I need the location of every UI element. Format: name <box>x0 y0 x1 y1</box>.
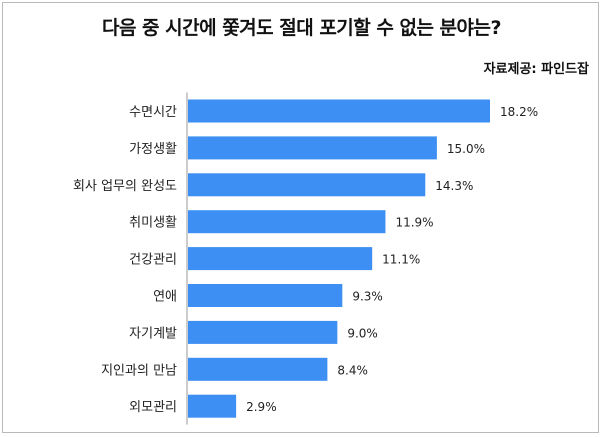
bar <box>188 99 490 123</box>
value-label: 9.0% <box>347 326 378 340</box>
category-label: 취미생활 <box>129 216 177 231</box>
category-label: 건강관리 <box>129 253 177 268</box>
category-label: 회사 업무의 완성도 <box>73 179 177 194</box>
bar <box>188 173 426 197</box>
value-label: 2.9% <box>246 400 277 414</box>
bar <box>188 284 343 307</box>
bar <box>188 357 328 381</box>
value-label: 9.3% <box>352 290 383 304</box>
bar <box>188 210 386 234</box>
chart-frame <box>2 2 599 433</box>
category-label: 자기계발 <box>129 326 177 341</box>
bar <box>188 136 437 160</box>
bar <box>188 320 338 344</box>
bar <box>188 247 373 271</box>
chart-title: 다음 중 시간에 쫓겨도 절대 포기할 수 없는 분야는? <box>101 17 502 39</box>
value-label: 8.4% <box>337 363 368 377</box>
source-credit: 자료제공: 파인드잡 <box>483 62 589 77</box>
value-label: 11.9% <box>395 216 433 230</box>
category-label: 수면시간 <box>129 105 177 120</box>
value-label: 14.3% <box>435 179 473 193</box>
bar <box>188 394 237 418</box>
category-label: 외모관리 <box>129 400 177 415</box>
value-label: 11.1% <box>382 253 420 267</box>
value-label: 18.2% <box>500 105 538 119</box>
value-label: 15.0% <box>447 142 485 156</box>
category-label: 지인과의 만남 <box>101 363 177 378</box>
category-label: 연애 <box>153 290 177 305</box>
category-label: 가정생활 <box>129 142 177 157</box>
